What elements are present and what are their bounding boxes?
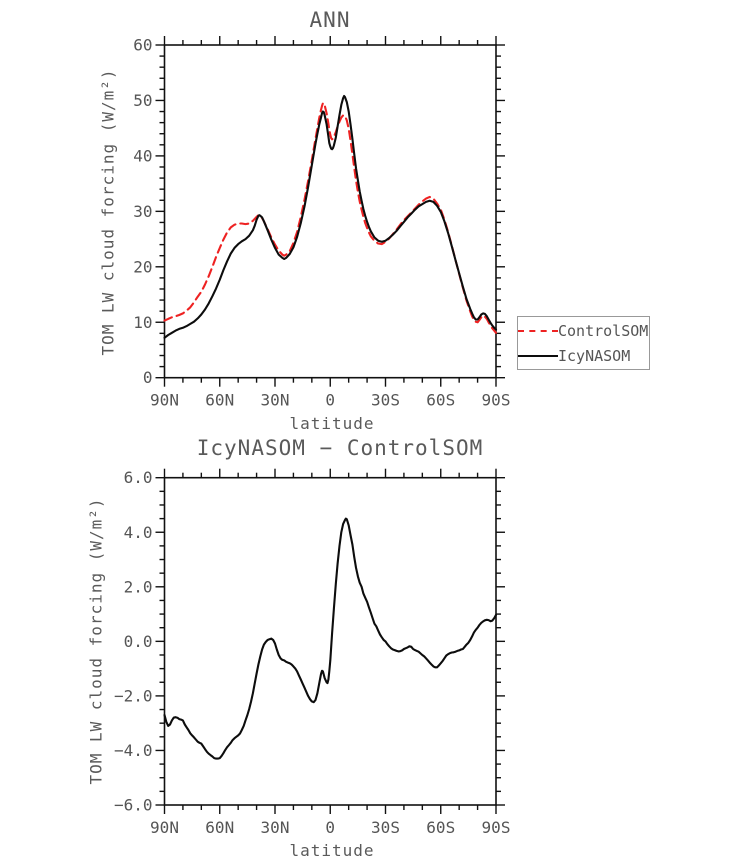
x-tick-label: 90S bbox=[482, 818, 511, 837]
y-tick-label: −6.0 bbox=[114, 796, 153, 815]
y-tick-label: 40 bbox=[133, 146, 152, 165]
x-tick-label: 30N bbox=[261, 391, 290, 410]
legend-label-controlsom: ControlSOM bbox=[558, 321, 649, 340]
legend: ControlSOM IcyNASOM bbox=[517, 316, 650, 370]
bottom-chart-x-axis-label: latitude bbox=[289, 841, 375, 860]
x-tick-label: 60N bbox=[205, 818, 234, 837]
x-tick-label: 60S bbox=[426, 391, 455, 410]
top-chart-canvas: 90N 60N 30N 0 30S 60S 90S 0 10 20 30 40 50 60 bbox=[133, 36, 511, 410]
top-chart-title: ANN bbox=[309, 8, 351, 32]
x-tick-label: 30S bbox=[371, 818, 400, 837]
plot-frame bbox=[163, 476, 497, 806]
y-tick-label: 2.0 bbox=[124, 577, 153, 596]
x-tick-label: 0 bbox=[325, 391, 335, 410]
y-tick-label: 0.0 bbox=[124, 632, 153, 651]
y-tick-label: 4.0 bbox=[124, 523, 153, 542]
bottom-chart-title: IcyNASOM − ControlSOM bbox=[196, 436, 484, 460]
icynasom-curve bbox=[163, 94, 498, 339]
y-tick-label: 30 bbox=[133, 202, 152, 221]
x-tick-label: 90N bbox=[150, 391, 179, 410]
legend-label-icynasom: IcyNASOM bbox=[558, 346, 631, 365]
legend-entry-controlsom: ControlSOM bbox=[518, 321, 649, 341]
y-tick-label: 10 bbox=[133, 313, 152, 332]
icynasom-controlsom-difference-curve bbox=[163, 517, 498, 760]
x-tick-label: 90N bbox=[150, 818, 179, 837]
y-tick-label: 60 bbox=[133, 36, 152, 55]
top-chart-x-axis-label: latitude bbox=[289, 414, 375, 433]
y-tick-label: −4.0 bbox=[114, 741, 153, 760]
legend-entry-icynasom: IcyNASOM bbox=[518, 346, 649, 366]
y-tick-label: 6.0 bbox=[124, 468, 153, 487]
y-tick-label: −2.0 bbox=[114, 686, 153, 705]
x-tick-label: 0 bbox=[325, 818, 335, 837]
y-tick-label: 50 bbox=[133, 91, 152, 110]
x-tick-label: 30S bbox=[371, 391, 400, 410]
x-tick-label: 60N bbox=[205, 391, 234, 410]
y-tick-label: 0 bbox=[143, 368, 153, 387]
x-tick-label: 30N bbox=[261, 818, 290, 837]
x-tick-label: 60S bbox=[426, 818, 455, 837]
y-tick-label: 20 bbox=[133, 257, 152, 276]
icynasom-solid-line-sample bbox=[518, 354, 558, 357]
x-tick-label: 90S bbox=[482, 391, 511, 410]
controlsom-dashed-line-sample bbox=[518, 329, 558, 332]
